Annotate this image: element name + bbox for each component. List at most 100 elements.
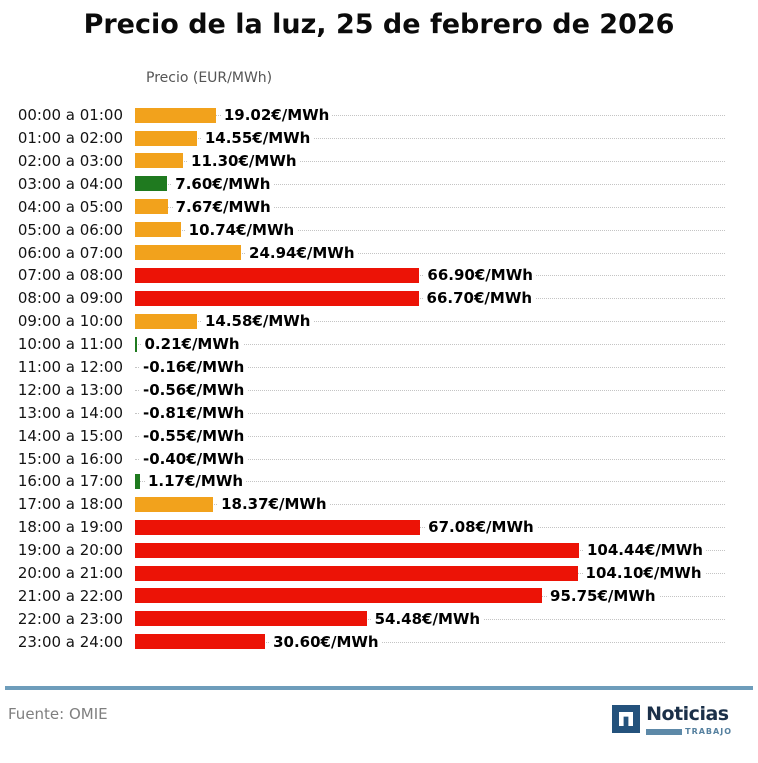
price-bar [135,542,579,558]
bar-track: -0.55€/MWh [135,424,725,447]
hour-range-label: 16:00 a 17:00 [17,472,123,491]
price-bar [135,290,419,306]
chart-row: 16:00 a 17:00 1.17€/MWh [0,470,758,493]
hour-range-label: 02:00 a 03:00 [17,151,123,170]
infographic-page: Precio de la luz, 25 de febrero de 2026 … [0,8,758,736]
chart-row: 20:00 a 21:00 104.10€/MWh [0,562,758,585]
price-value-label: 10.74€/MWh [185,220,298,239]
bar-track: 66.70€/MWh [135,287,725,310]
logo-n-icon [612,705,641,734]
hour-range-label: 00:00 a 01:00 [17,106,123,125]
hour-range-label: 22:00 a 23:00 [17,609,123,628]
hour-range-label: 04:00 a 05:00 [17,197,123,216]
dotted-gridline [135,183,725,185]
hour-range-label: 18:00 a 19:00 [17,518,123,537]
price-value-label: 67.08€/MWh [425,518,537,537]
dotted-gridline [135,160,725,162]
chart-row: 08:00 a 09:00 66.70€/MWh [0,287,758,310]
dotted-gridline [135,252,725,254]
price-value-label: -0.40€/MWh [140,449,248,468]
price-value-label: 54.48€/MWh [371,609,484,628]
hour-range-label: 14:00 a 15:00 [17,426,123,445]
dotted-gridline [135,641,725,643]
bar-track: -0.81€/MWh [135,401,725,424]
logo-subrow: TRABAJO [646,727,732,736]
price-bar [135,336,137,352]
price-bar [135,473,140,489]
dotted-gridline [135,504,725,506]
dotted-gridline [135,115,725,117]
chart-row: 03:00 a 04:00 7.60€/MWh [0,172,758,195]
chart-row: 00:00 a 01:00 19.02€/MWh [0,104,758,127]
hour-range-label: 12:00 a 13:00 [17,380,123,399]
bar-track: 19.02€/MWh [135,104,725,127]
noticias-trabajo-logo: Noticias TRABAJO [612,705,732,736]
chart-row: 04:00 a 05:00 7.67€/MWh [0,195,758,218]
logo-sub-label: TRABAJO [685,727,732,737]
price-value-label: 30.60€/MWh [270,632,382,651]
source-credit: Fuente: OMIE [8,705,108,724]
hour-range-label: 15:00 a 16:00 [17,449,123,468]
footer: Fuente: OMIE Noticias TRABAJO [0,690,758,737]
dotted-gridline [135,344,725,346]
hour-range-label: 17:00 a 18:00 [17,495,123,514]
price-bar [135,107,216,123]
bar-track: 54.48€/MWh [135,607,725,630]
bar-track: 0.21€/MWh [135,333,725,356]
chart-row: 14:00 a 15:00 -0.55€/MWh [0,424,758,447]
hour-range-label: 06:00 a 07:00 [17,243,123,262]
price-value-label: 14.55€/MWh [201,129,314,148]
chart-row: 22:00 a 23:00 54.48€/MWh [0,607,758,630]
price-bar [135,611,367,627]
chart-row: 23:00 a 24:00 30.60€/MWh [0,630,758,653]
price-bar [135,313,197,329]
chart-row: 17:00 a 18:00 18.37€/MWh [0,493,758,516]
price-value-label: 0.21€/MWh [141,335,243,354]
dotted-gridline [135,366,725,368]
price-value-label: 1.17€/MWh [144,472,247,491]
chart-row: 18:00 a 19:00 67.08€/MWh [0,516,758,539]
hour-range-label: 09:00 a 10:00 [17,312,123,331]
dotted-gridline [135,435,725,437]
price-value-label: -0.81€/MWh [140,403,248,422]
price-bar [135,222,181,238]
chart-row: 05:00 a 06:00 10.74€/MWh [0,218,758,241]
price-value-label: 14.58€/MWh [201,312,314,331]
hour-range-label: 08:00 a 09:00 [17,289,123,308]
dotted-gridline [135,229,725,231]
price-bar [135,130,197,146]
dotted-gridline [135,389,725,391]
price-bar [135,588,543,604]
bar-track: 18.37€/MWh [135,493,725,516]
bar-track: 104.44€/MWh [135,539,725,562]
bar-track: 95.75€/MWh [135,584,725,607]
price-value-label: 66.70€/MWh [423,289,536,308]
chart-row: 15:00 a 16:00 -0.40€/MWh [0,447,758,470]
price-value-label: 104.44€/MWh [584,541,706,560]
hour-range-label: 11:00 a 12:00 [17,357,123,376]
dotted-gridline [135,206,725,208]
chart-row: 09:00 a 10:00 14.58€/MWh [0,310,758,333]
bar-track: -0.16€/MWh [135,356,725,379]
hour-range-label: 03:00 a 04:00 [17,174,123,193]
price-value-label: -0.55€/MWh [140,426,248,445]
hour-range-label: 05:00 a 06:00 [17,220,123,239]
price-bar [135,565,578,581]
price-value-label: -0.56€/MWh [140,380,248,399]
price-bar [135,153,184,169]
dotted-gridline [135,412,725,414]
hourly-price-bar-chart: 00:00 a 01:00 19.02€/MWh 01:00 a 02:00 14.5… [0,104,758,653]
price-value-label: 18.37€/MWh [218,495,330,514]
bar-track: 11.30€/MWh [135,150,725,173]
bar-track: 14.58€/MWh [135,310,725,333]
hour-range-label: 13:00 a 14:00 [17,403,123,422]
hour-range-label: 20:00 a 21:00 [17,564,123,582]
price-bar [135,245,242,261]
logo-wordmark: Noticias TRABAJO [646,705,732,736]
hour-range-label: 07:00 a 08:00 [17,266,123,285]
hour-range-label: 10:00 a 11:00 [17,335,123,354]
chart-row: 01:00 a 02:00 14.55€/MWh [0,127,758,150]
chart-row: 06:00 a 07:00 24.94€/MWh [0,241,758,264]
chart-row: 12:00 a 13:00 -0.56€/MWh [0,378,758,401]
chart-title: Precio de la luz, 25 de febrero de 2026 [83,9,675,40]
